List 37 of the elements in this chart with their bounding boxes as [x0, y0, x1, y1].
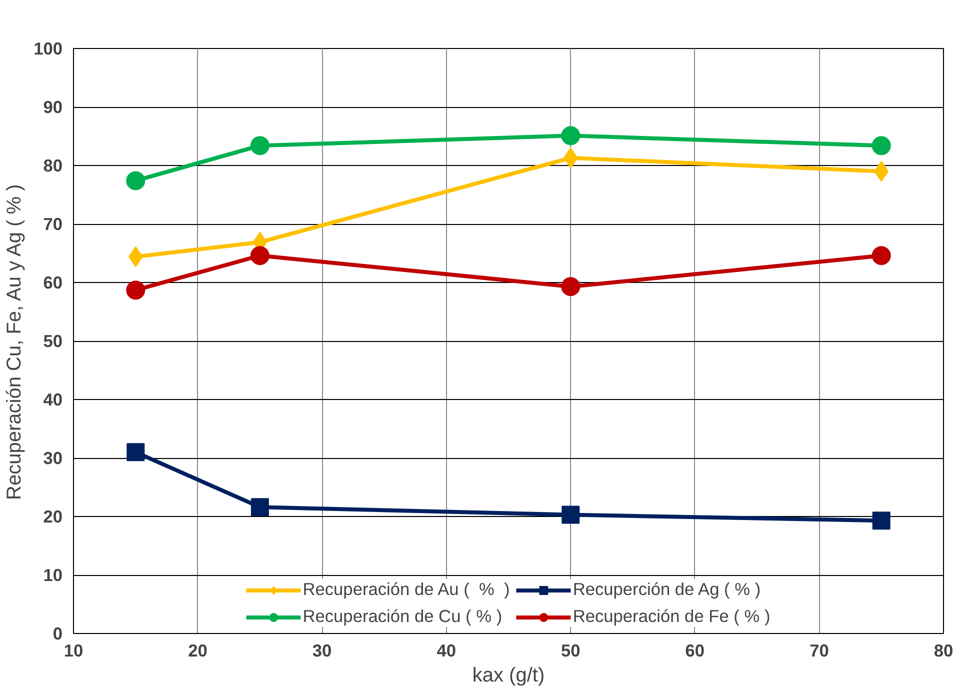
x-tick-label: 80	[934, 640, 954, 660]
y-tick-label: 90	[43, 97, 63, 117]
x-tick-label: 70	[810, 640, 829, 660]
point	[126, 171, 146, 190]
point	[250, 498, 269, 516]
y-tick-label: 50	[43, 331, 63, 351]
point	[250, 136, 270, 156]
y-tick-label: 40	[43, 390, 63, 410]
y-tick-label: 60	[43, 272, 63, 292]
y-tick-label: 100	[34, 38, 63, 58]
point	[562, 506, 580, 524]
point	[126, 280, 146, 300]
point	[126, 443, 145, 462]
legend-label: Recuperción de Ag ( % )	[572, 579, 761, 600]
point	[872, 136, 891, 156]
point	[872, 512, 890, 530]
point	[250, 246, 270, 266]
x-tick-label: 30	[312, 640, 332, 660]
point	[561, 126, 580, 146]
x-tick-label: 10	[64, 640, 84, 660]
legend-label: Recuperación de Au ( % )	[302, 579, 510, 600]
y-tick-label: 0	[52, 624, 63, 644]
point	[872, 246, 891, 266]
y-tick-label: 20	[43, 506, 63, 526]
x-tick-label: 50	[561, 640, 580, 660]
y-tick-label: 10	[43, 565, 63, 585]
y-tick-label: 30	[43, 448, 63, 468]
y-tick-label: 70	[43, 214, 63, 234]
y-axis-title: Recuperación Cu, Fe, Au y Ag ( % )	[4, 184, 26, 500]
y-tick-label: 80	[43, 156, 63, 176]
point	[561, 277, 580, 296]
legend-label: Recuperación de Cu ( % )	[302, 606, 502, 627]
legend-label: Recuperación de Fe ( % )	[572, 606, 770, 627]
x-tick-label: 40	[436, 640, 456, 660]
x-tick-label: 60	[685, 640, 705, 660]
x-tick-label: 20	[188, 640, 208, 660]
x-axis-title: kax (g/t)	[472, 664, 545, 686]
